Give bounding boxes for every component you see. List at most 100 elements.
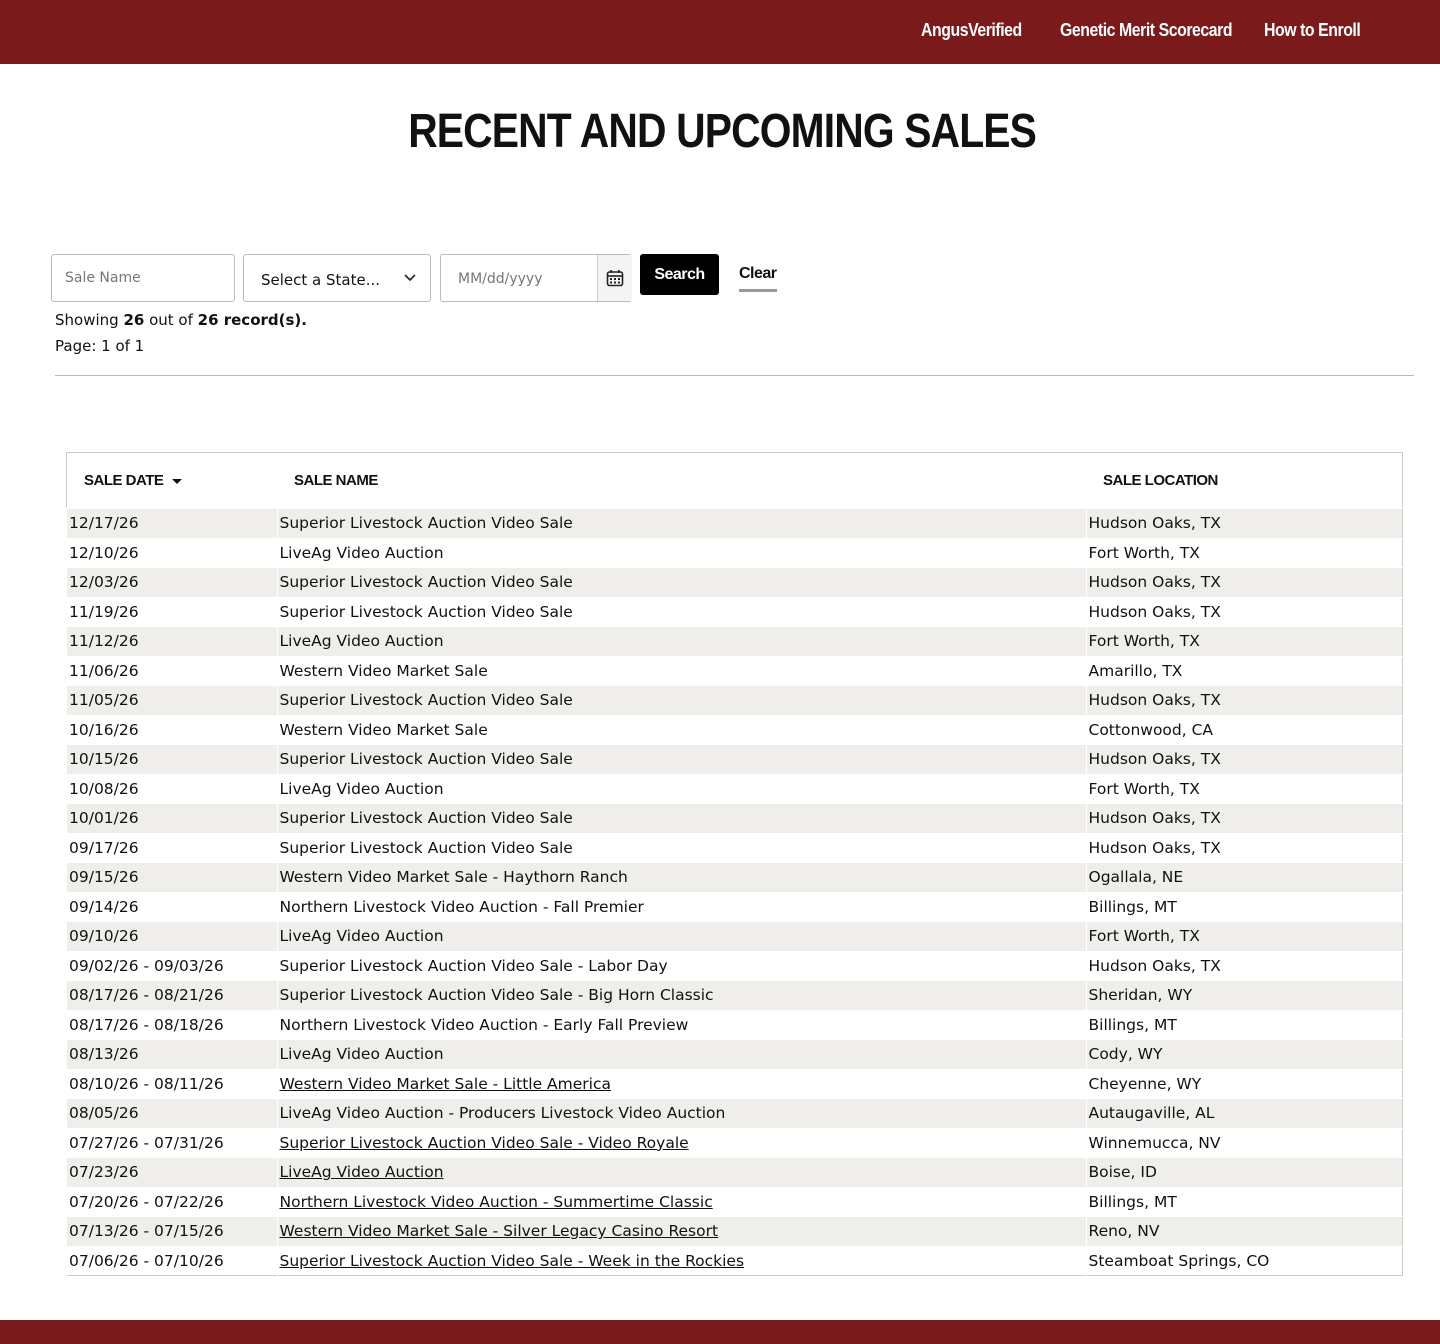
sale-location: Fort Worth, TX — [1085, 626, 1403, 656]
header-row: SALE DATE SALE NAME SALE LOCATION — [67, 453, 1403, 509]
column-header[interactable]: SALE DATE — [67, 453, 278, 509]
table-row: 10/16/26 Western Video Market Sale Cottonw… — [66, 714, 1403, 745]
footer-bar — [0, 1320, 1440, 1344]
table-row: 12/17/26 Superior Livestock Auction Video… — [66, 508, 1403, 538]
sale-date: 08/05/26 — [66, 1098, 277, 1128]
placeholder: MM/dd/yyyy — [458, 271, 543, 287]
clear-button[interactable]: Clear — [739, 265, 777, 292]
sale-location: Cottonwood, CA — [1085, 714, 1403, 745]
sale-name: Western Video Market Sale — [276, 714, 1086, 745]
sale-date: 07/06/26 - 07/10/26 — [66, 1245, 277, 1276]
sale-name: LiveAg Video Auction — [276, 773, 1086, 804]
table-row: 08/10/26 - 08/11/26 Western Video Market … — [66, 1068, 1403, 1099]
sale-location: Billings, MT — [1085, 891, 1403, 922]
sale-location: Autaugaville, AL — [1085, 1098, 1403, 1128]
sale-location: Hudson Oaks, TX — [1085, 832, 1403, 863]
table-row: 11/12/26 LiveAg Video Auction Fort Worth, … — [66, 626, 1403, 656]
table-row: 07/20/26 - 07/22/26 Northern Livestock Vi… — [66, 1186, 1403, 1217]
sale-location: Hudson Oaks, TX — [1085, 803, 1403, 833]
sale-date: 07/23/26 — [66, 1157, 277, 1187]
page-info: Page: 1 of 1 — [55, 337, 145, 355]
table-body: 12/17/26 Superior Livestock Auction Video… — [66, 508, 1403, 1276]
sale-name[interactable]: Western Video Market Sale - Silver Legac… — [276, 1216, 1086, 1246]
nav-link[interactable]: Genetic Merit Scorecard — [1060, 20, 1233, 40]
sale-date: 11/12/26 — [66, 626, 277, 656]
sale-name: LiveAg Video Auction - Producers Livesto… — [276, 1098, 1086, 1128]
table-row: 08/17/26 - 08/21/26 Superior Livestock Au… — [66, 980, 1403, 1010]
chevron-icon — [404, 274, 416, 282]
sale-date: 08/17/26 - 08/18/26 — [66, 1009, 277, 1040]
sale-location: Fort Worth, TX — [1085, 537, 1403, 568]
sale-date: 10/08/26 — [66, 773, 277, 804]
sale-date: 12/10/26 — [66, 537, 277, 568]
search-button[interactable]: Search — [640, 254, 719, 295]
column-header[interactable]: SALE NAME — [294, 472, 378, 489]
column-header[interactable]: SALE LOCATION — [1103, 472, 1218, 489]
sale-name: Northern Livestock Video Auction - Fall … — [276, 891, 1086, 922]
sale-name: LiveAg Video Auction — [276, 537, 1086, 568]
sale-name: Western Video Market Sale - Haythorn Ran… — [276, 862, 1086, 892]
count: 26 — [123, 311, 145, 329]
sale-location: Hudson Oaks, TX — [1085, 567, 1403, 597]
sale-name: LiveAg Video Auction — [276, 626, 1086, 656]
sale-location: Hudson Oaks, TX — [1085, 950, 1403, 981]
sale-date: 08/17/26 - 08/21/26 — [66, 980, 277, 1010]
table-row: 08/17/26 - 08/18/26 Northern Livestock Vi… — [66, 1009, 1403, 1040]
sale-location: Billings, MT — [1085, 1186, 1403, 1217]
sale-location: Fort Worth, TX — [1085, 773, 1403, 804]
sale-name: Superior Livestock Auction Video Sale — [276, 832, 1086, 863]
sale-location: Hudson Oaks, TX — [1085, 508, 1403, 538]
table-row: 09/15/26 Western Video Market Sale - Hayt… — [66, 862, 1403, 892]
date-input[interactable]: MM/dd/yyyy — [440, 254, 632, 302]
sale-location: Cheyenne, WY — [1085, 1068, 1403, 1099]
sale-name[interactable]: Superior Livestock Auction Video Sale - … — [276, 1127, 1086, 1158]
header-text: SALE DATE — [84, 472, 164, 489]
sale-date: 09/02/26 - 09/03/26 — [66, 950, 277, 981]
sale-name: Northern Livestock Video Auction - Early… — [276, 1009, 1086, 1040]
sale-location: Fort Worth, TX — [1085, 921, 1403, 951]
select-text: Select a State... — [261, 271, 381, 289]
table-row: 09/02/26 - 09/03/26 Superior Livestock Au… — [66, 950, 1403, 981]
placeholder: Sale Name — [65, 270, 141, 286]
sale-date: 10/01/26 — [66, 803, 277, 833]
sale-location: Hudson Oaks, TX — [1085, 596, 1403, 627]
table-row: 12/10/26 LiveAg Video Auction Fort Worth, … — [66, 537, 1403, 568]
sale-date: 10/16/26 — [66, 714, 277, 745]
table-row: 10/15/26 Superior Livestock Auction Video… — [66, 744, 1403, 774]
sale-date: 09/17/26 — [66, 832, 277, 863]
sale-name: Superior Livestock Auction Video Sale — [276, 744, 1086, 774]
state-select[interactable]: Select a State... — [243, 254, 431, 302]
sale-location: Hudson Oaks, TX — [1085, 744, 1403, 774]
sale-name: Superior Livestock Auction Video Sale - … — [276, 980, 1086, 1010]
page-title: RECENT AND UPCOMING SALES — [408, 105, 1037, 158]
sale-date: 11/19/26 — [66, 596, 277, 627]
sale-name[interactable]: LiveAg Video Auction — [276, 1157, 1086, 1187]
table-row: 09/17/26 Superior Livestock Auction Video… — [66, 832, 1403, 863]
sale-name[interactable]: Western Video Market Sale - Little Ameri… — [276, 1068, 1086, 1099]
sale-date: 09/10/26 — [66, 921, 277, 951]
calendar-icon — [606, 270, 624, 287]
record-count: Showing 26 out of 26 record(s). — [55, 311, 307, 329]
sale-name: Western Video Market Sale — [276, 655, 1086, 686]
table-row: 07/06/26 - 07/10/26 Superior Livestock Au… — [66, 1245, 1403, 1276]
sale-name: Superior Livestock Auction Video Sale — [276, 803, 1086, 833]
table-row: 11/05/26 Superior Livestock Auction Video… — [66, 685, 1403, 715]
sale-date: 07/27/26 - 07/31/26 — [66, 1127, 277, 1158]
sale-date: 08/10/26 - 08/11/26 — [66, 1068, 277, 1099]
sales-table: SALE DATE SALE NAME SALE LOCATION 12/17/… — [66, 452, 1403, 1276]
calendar-button[interactable] — [597, 255, 632, 301]
nav-link[interactable]: AngusVerified — [921, 20, 1022, 40]
sale-name: Superior Livestock Auction Video Sale — [276, 685, 1086, 715]
sale-name[interactable]: Superior Livestock Auction Video Sale - … — [276, 1245, 1086, 1276]
sale-name: Superior Livestock Auction Video Sale — [276, 596, 1086, 627]
table-row: 11/19/26 Superior Livestock Auction Video… — [66, 596, 1403, 627]
sale-name-input[interactable]: Sale Name — [51, 254, 235, 302]
sale-name: LiveAg Video Auction — [276, 921, 1086, 951]
sale-name[interactable]: Northern Livestock Video Auction - Summe… — [276, 1186, 1086, 1217]
table-row: 12/03/26 Superior Livestock Auction Video… — [66, 567, 1403, 597]
sort-icon — [172, 479, 183, 484]
nav-link[interactable]: How to Enroll — [1264, 20, 1361, 40]
sale-location: Billings, MT — [1085, 1009, 1403, 1040]
table-row: 08/05/26 LiveAg Video Auction - Producers… — [66, 1098, 1403, 1128]
